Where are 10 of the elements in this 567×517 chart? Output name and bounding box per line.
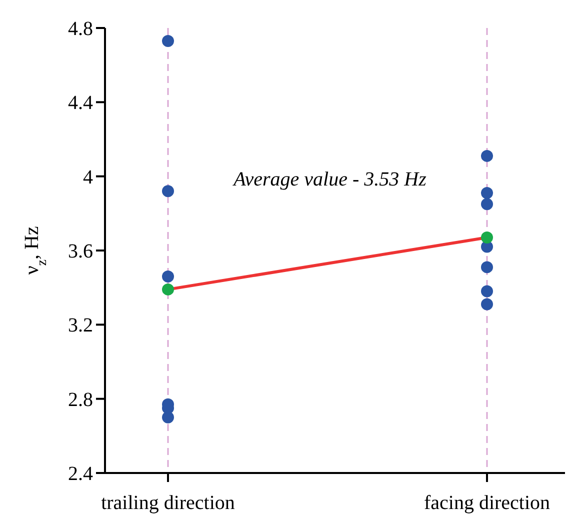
x-tick-label: facing direction — [424, 492, 550, 514]
y-tick-label: 4 — [83, 166, 93, 188]
y-tick-label: 2.4 — [68, 463, 93, 485]
x-tick-label: trailing direction — [101, 492, 235, 514]
y-tick-label: 4.4 — [68, 92, 93, 114]
annotation: Average value - 3.53 Hz — [232, 168, 427, 191]
y-tick-label: 3.2 — [68, 314, 93, 337]
y-tick-label: 4.8 — [68, 18, 93, 40]
y-tick-label: 2.8 — [68, 388, 93, 411]
y-tick-label: 3.6 — [68, 240, 93, 262]
